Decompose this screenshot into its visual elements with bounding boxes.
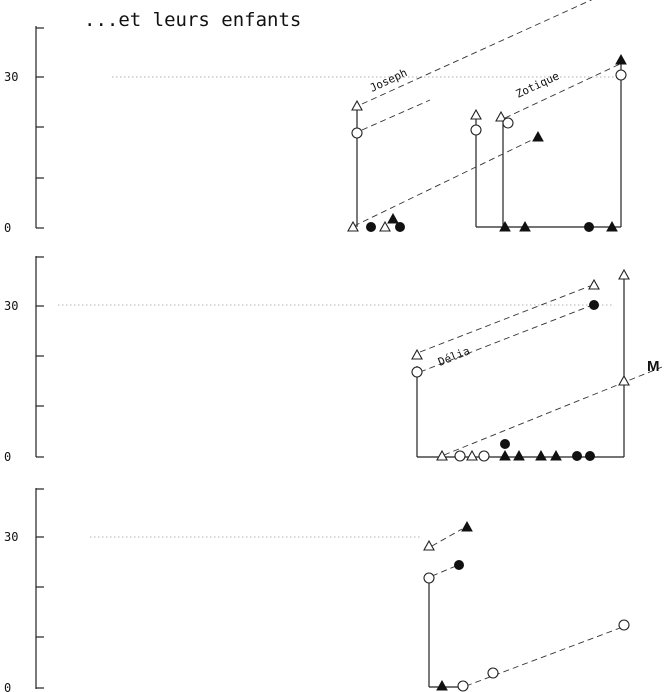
symbol-female-open (470, 124, 482, 136)
symbol-female-open (502, 117, 514, 129)
symbol-female-solid (572, 451, 582, 461)
tick-label-30: 30 (4, 70, 18, 84)
panel-1: 0 30 Joseph Zotique (4, 0, 627, 235)
dashed-link (361, 99, 431, 131)
symbol-male-solid (519, 220, 531, 232)
symbol-female-solid (589, 300, 599, 310)
dashed-link (361, 0, 593, 105)
panel-2: 0 30 Délia M (4, 256, 663, 464)
symbol-male-solid (436, 679, 448, 691)
marker-label-m: M (647, 358, 660, 375)
tick-label-30: 30 (4, 299, 18, 313)
symbol-female-solid (395, 222, 405, 232)
symbol-male-open (495, 110, 507, 122)
symbol-male-open (411, 348, 423, 360)
tick-label-0: 0 (4, 221, 11, 235)
symbol-male-solid (387, 212, 399, 224)
symbol-male-solid (535, 449, 547, 461)
symbol-male-open (470, 108, 482, 120)
symbol-male-solid (513, 449, 525, 461)
symbol-female-solid (366, 222, 376, 232)
tick-label-0: 0 (4, 450, 11, 464)
dashed-link (431, 528, 463, 547)
symbol-male-solid (499, 220, 511, 232)
symbol-male-solid (461, 520, 473, 532)
symbol-female-solid (500, 439, 510, 449)
symbol-female-open (351, 127, 363, 139)
symbol-male-open (347, 220, 359, 232)
dashed-link (353, 136, 539, 227)
symbol-female-open (478, 450, 490, 462)
symbol-female-solid (454, 560, 464, 570)
symbol-female-solid (585, 451, 595, 461)
dashed-link (431, 565, 457, 577)
name-label-delia: Délia (436, 344, 472, 368)
symbol-male-open (618, 374, 630, 386)
dashed-link (504, 63, 621, 119)
dashed-link (419, 285, 591, 353)
symbol-male-open (379, 220, 391, 232)
tick-label-0: 0 (4, 681, 11, 692)
symbol-female-open (487, 667, 499, 679)
symbol-male-open (466, 449, 478, 461)
dashed-link (443, 366, 663, 456)
dashed-link (465, 627, 621, 687)
symbol-male-solid (606, 220, 618, 232)
dashed-link (419, 305, 591, 373)
tick-label-30: 30 (4, 530, 18, 544)
symbol-male-open (423, 539, 435, 551)
symbol-male-solid (532, 130, 544, 142)
symbol-male-solid (615, 53, 627, 65)
symbol-female-open (423, 572, 435, 584)
symbol-male-open (618, 268, 630, 280)
symbol-female-open (411, 366, 423, 378)
name-label-joseph: Joseph (368, 66, 410, 95)
name-label-zotique: Zotique (514, 69, 562, 100)
symbol-female-open (618, 619, 630, 631)
symbol-male-open (351, 99, 363, 111)
symbol-female-solid (584, 222, 594, 232)
symbol-male-solid (550, 449, 562, 461)
symbol-female-open (615, 69, 627, 81)
symbol-female-open (457, 680, 469, 692)
figure-title: ...et leurs enfants (84, 9, 301, 31)
symbol-male-solid (499, 449, 511, 461)
panel-3: 0 30 (4, 488, 630, 692)
symbol-male-open (436, 449, 448, 461)
symbol-male-open (588, 278, 600, 290)
symbol-female-open (454, 450, 466, 462)
